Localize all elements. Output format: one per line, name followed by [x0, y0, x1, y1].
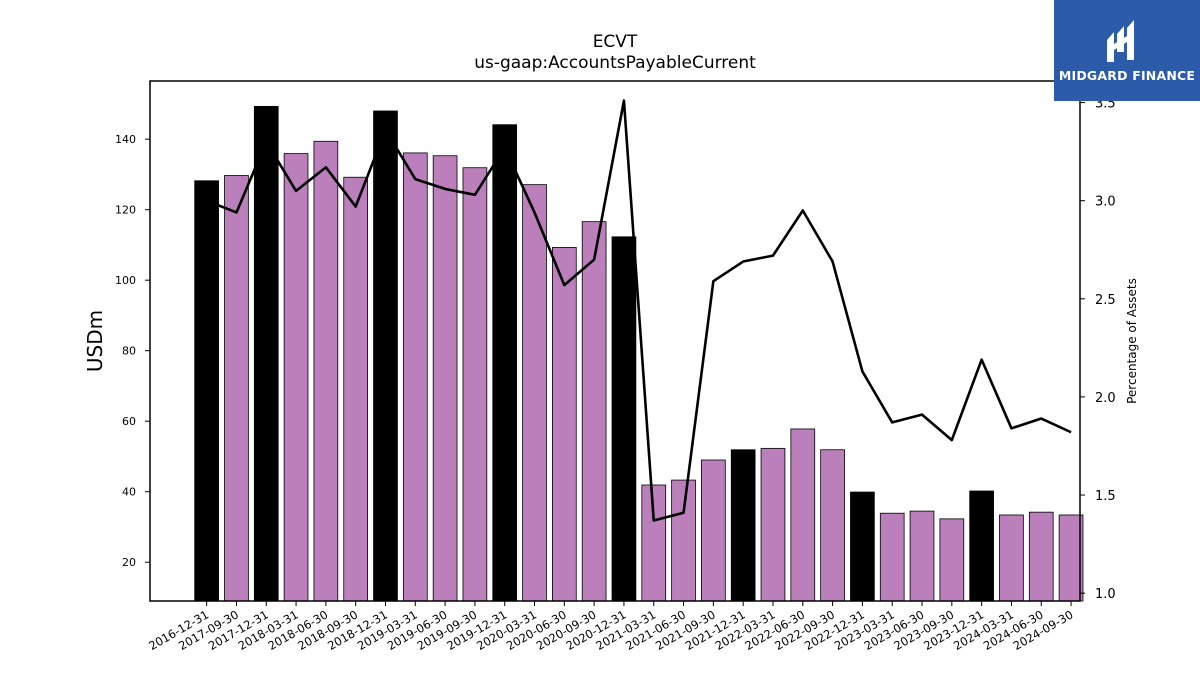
midgard-finance-logo: MIDGARD FINANCE	[1054, 0, 1200, 101]
y2-axis-label: Percentage of Assets	[1125, 278, 1139, 404]
bar	[552, 246, 577, 602]
y2-tick-label: 1.5	[1095, 489, 1116, 504]
bar	[432, 155, 458, 602]
bar	[671, 479, 696, 602]
bar	[730, 449, 756, 602]
bar	[850, 491, 875, 602]
bar	[790, 428, 816, 602]
chart-title: ECVT	[592, 32, 638, 52]
y-tick-label: 40	[122, 486, 136, 499]
y-tick-label: 80	[122, 345, 136, 358]
y-axis-label: USDm	[83, 310, 107, 372]
bar	[879, 512, 905, 602]
y-tick-label: 60	[122, 415, 136, 428]
bar	[492, 124, 518, 602]
midgard-logo-icon	[1107, 20, 1134, 62]
bar	[820, 449, 845, 602]
y2-tick-label: 3.0	[1095, 195, 1116, 210]
y-tick-label: 20	[122, 556, 136, 569]
bar	[462, 167, 488, 602]
percentage-line	[206, 99, 1072, 522]
bar	[283, 153, 309, 602]
bar	[939, 518, 965, 602]
bar	[611, 236, 637, 602]
bar	[1028, 511, 1054, 602]
bar	[581, 221, 607, 602]
logo-text: MIDGARD FINANCE	[1058, 68, 1196, 83]
bar	[253, 105, 279, 602]
plot-frame	[149, 80, 1081, 602]
bar	[909, 510, 935, 602]
y-tick-label: 140	[115, 133, 136, 146]
y2-tick-label: 1.0	[1095, 587, 1116, 602]
bar	[760, 447, 786, 602]
bar	[522, 184, 547, 602]
bar	[969, 490, 994, 602]
bar	[999, 514, 1024, 602]
y-tick-label: 120	[115, 204, 136, 217]
bar	[373, 110, 398, 602]
bar	[343, 176, 369, 602]
y-tick-label: 100	[115, 274, 136, 287]
y2-tick-label: 2.0	[1095, 391, 1116, 406]
y2-tick-label: 2.5	[1095, 293, 1116, 308]
bar	[701, 459, 726, 602]
bar	[313, 140, 339, 602]
bar	[194, 180, 219, 602]
bar	[402, 152, 428, 602]
chart-subtitle: us-gaap:AccountsPayableCurrent	[474, 53, 756, 73]
bar	[224, 175, 249, 602]
